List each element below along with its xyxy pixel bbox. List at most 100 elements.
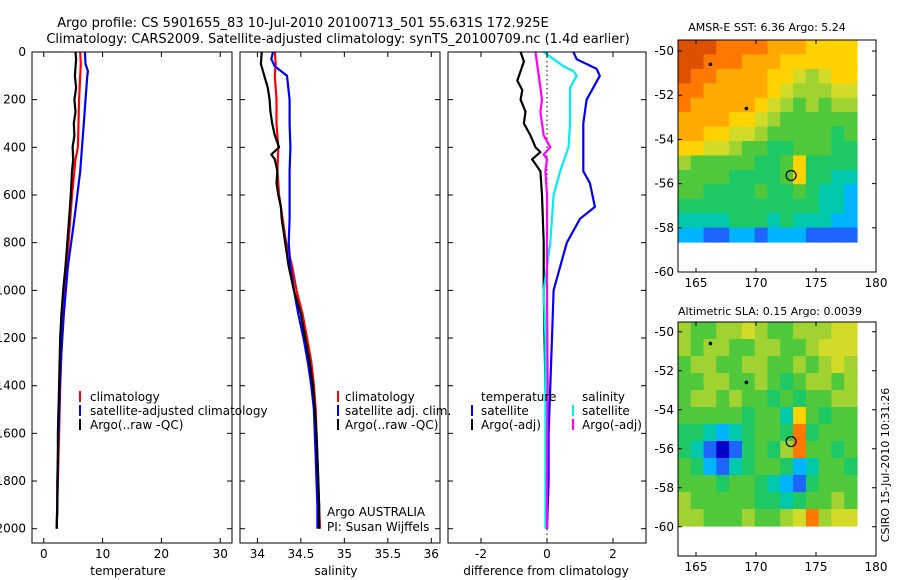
heatmap-cell (678, 407, 692, 425)
heatmap-cell (818, 141, 833, 157)
heatmap-cell (741, 407, 756, 425)
series-line-salinity-satellite (542, 51, 578, 529)
heatmap-cell (767, 373, 781, 391)
heatmap-cell (780, 97, 794, 113)
heatmap-cell (805, 424, 820, 442)
legend-swatch-argo (79, 419, 81, 430)
heatmap-cell (844, 54, 858, 70)
heatmap-cell (805, 83, 820, 99)
heatmap-cell (780, 356, 794, 374)
heatmap-cell (767, 40, 781, 56)
x-tick-label: 165 (685, 560, 708, 574)
argo-float-marker (785, 435, 797, 448)
heatmap-cell (831, 356, 845, 374)
island-marker (708, 341, 713, 346)
heatmap-cell (703, 339, 717, 357)
legend-swatch-climatology (79, 391, 81, 402)
heatmap-cell (780, 509, 794, 527)
legend-label: satellite-adjusted climatology (90, 404, 268, 418)
heatmap-cell (844, 390, 858, 408)
x-tick-label: 36 (424, 547, 439, 561)
heatmap-cell (678, 54, 692, 70)
map-frame (677, 321, 877, 557)
heatmap-cell (690, 356, 705, 374)
heatmap-cell (690, 54, 705, 70)
heatmap-cell (703, 390, 717, 408)
heatmap-cell (703, 112, 717, 128)
heatmap-cell (729, 373, 743, 391)
heatmap-cell (793, 407, 807, 425)
heatmap-cell (831, 184, 845, 200)
heatmap-cell (780, 339, 794, 357)
heatmap-cell (703, 475, 717, 493)
heatmap-cell (729, 475, 743, 493)
heatmap-cell (818, 97, 833, 113)
heatmap-cell (690, 112, 705, 128)
heatmap-cell (741, 54, 756, 70)
legend-swatch-climatology (337, 391, 339, 402)
legend-salinity-header: salinity (582, 390, 625, 404)
heatmap-cell (690, 492, 705, 510)
heatmap-cell (729, 68, 743, 84)
heatmap-cell (805, 97, 820, 113)
legend-label: climatology (90, 390, 160, 404)
heatmap-cell (741, 198, 756, 214)
heatmap-cell (818, 509, 833, 527)
heatmap-cell (844, 213, 858, 229)
heatmap-cell (780, 184, 794, 200)
heatmap-cell (818, 373, 833, 391)
heatmap-cell (754, 169, 769, 185)
difference-profile-panel: -2 0 2 (447, 51, 647, 561)
y-tick-label: 0 (18, 45, 26, 59)
heatmap-cell (818, 492, 833, 510)
heatmap-cell (793, 97, 807, 113)
heatmap-cell (741, 356, 756, 374)
heatmap-cell (754, 126, 769, 142)
y-tick-label: -60 (654, 520, 674, 534)
heatmap-cell (767, 184, 781, 200)
heatmap-cell (844, 169, 858, 185)
legend-label: Argo(-adj) (582, 418, 642, 432)
y-tick-label: 200 (3, 93, 26, 107)
x-tick-label: 35.5 (374, 547, 401, 561)
island-marker (744, 106, 749, 111)
heatmap-cell (780, 155, 794, 171)
heatmap-cell (703, 184, 717, 200)
heatmap-cell (741, 458, 756, 476)
title-line-1: Argo profile: CS 5901655_83 10-Jul-2010 … (57, 16, 548, 31)
temperature-profile-panel: 0 10 20 30 0 200 400 600 800 1000 1200 1400 1600 1800… (0, 45, 233, 561)
heatmap-cell (818, 126, 833, 142)
y-tick-label: 2000 (0, 522, 26, 536)
legend-swatch-salinity-argo (572, 419, 574, 430)
heatmap-cell (767, 458, 781, 476)
heatmap-cell (729, 155, 743, 171)
x-tick-label: 30 (213, 547, 228, 561)
difference-xlabel: difference from climatology (463, 564, 629, 578)
legend-temperature-header: temperature (481, 390, 556, 404)
salinity-legend: climatology satellite adj. clim. Argo(..… (337, 390, 451, 432)
heatmap-cell (716, 322, 730, 340)
heatmap-cell (754, 356, 769, 374)
heatmap-cell (818, 227, 833, 243)
heatmap-cell (716, 213, 730, 229)
heatmap-cell (741, 373, 756, 391)
heatmap-cell (805, 390, 820, 408)
heatmap-cell (741, 126, 756, 142)
plot-frame (31, 51, 233, 544)
x-tick-label: 0 (543, 547, 551, 561)
heatmap-cell (818, 40, 833, 56)
heatmap-cell (729, 184, 743, 200)
heatmap-cell (678, 373, 692, 391)
heatmap-cell (703, 198, 717, 214)
heatmap-cell (818, 54, 833, 70)
heatmap-cell (678, 169, 692, 185)
heatmap-cell (678, 475, 692, 493)
heatmap-cell (678, 40, 692, 56)
heatmap-cell (729, 424, 743, 442)
heatmap-cell (831, 40, 845, 56)
heatmap-cell (805, 198, 820, 214)
heatmap-cell (793, 424, 807, 442)
legend-swatch-argo (337, 419, 339, 430)
heatmap-cell (818, 112, 833, 128)
heatmap-cell (729, 390, 743, 408)
